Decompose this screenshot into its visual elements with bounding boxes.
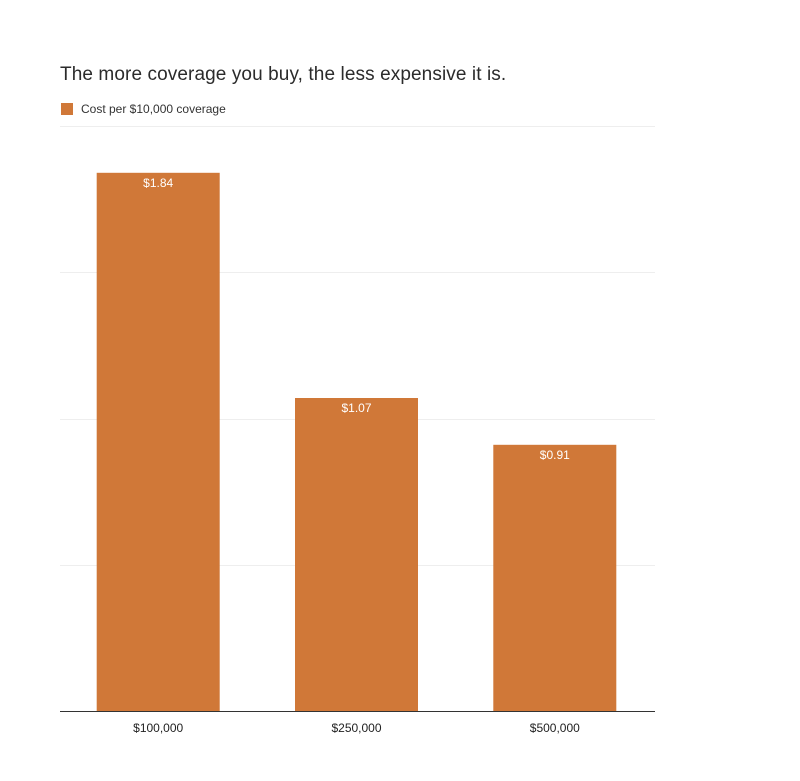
bar [493, 444, 617, 711]
bar-value-label: $1.84 [143, 176, 173, 190]
bar [295, 398, 418, 711]
bar-value-label: $0.91 [540, 448, 570, 462]
legend-label: Cost per $10,000 coverage [81, 102, 226, 116]
bar [96, 172, 220, 712]
legend-swatch [61, 103, 73, 115]
x-tick-label: $250,000 [331, 721, 381, 735]
x-tick-label: $100,000 [133, 721, 183, 735]
legend: Cost per $10,000 coverage [61, 102, 226, 116]
bar-value-label: $1.07 [341, 401, 371, 415]
chart-title: The more coverage you buy, the less expe… [60, 64, 507, 85]
x-tick-label: $500,000 [530, 721, 580, 735]
